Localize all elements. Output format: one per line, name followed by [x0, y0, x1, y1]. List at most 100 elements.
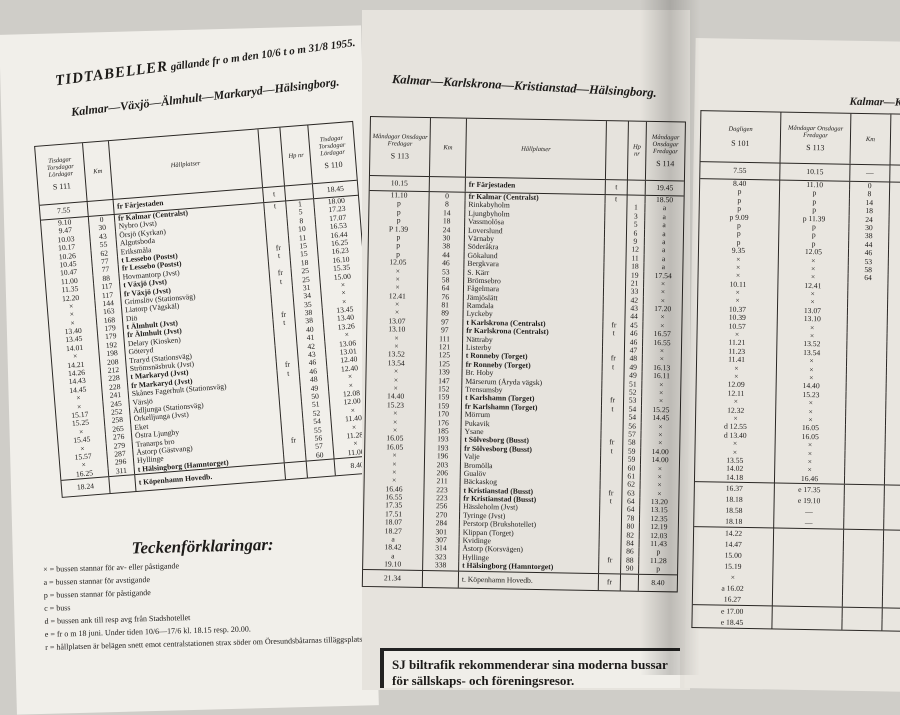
blank-cell — [884, 518, 900, 530]
time-cell: 7.55 — [700, 162, 781, 180]
direction-mark: t — [603, 329, 626, 339]
time-cell: 16.27 — [692, 593, 773, 606]
blank-cell — [883, 596, 900, 608]
hp-number — [620, 574, 640, 591]
left-page: TIDTABELLER gällande fr o m den 10/6 t o… — [0, 25, 381, 715]
direction-mark: t — [263, 186, 287, 203]
departure-days-header: Måndagar Onsdagar Fredagar S 113 — [369, 117, 431, 177]
hp-number: 78 — [621, 514, 641, 524]
days-label: Måndagar Onsdagar Fredagar — [788, 124, 844, 139]
km: 338 — [423, 561, 460, 571]
days-label: Måndagar Onsdagar Fredagar — [372, 132, 428, 148]
page-fold-shadow — [640, 0, 700, 675]
stop-name: fr Färjestaden — [465, 177, 606, 195]
direction-mark: fr — [602, 354, 625, 364]
stop-name: t. Köpenhamn Hovedb. — [458, 571, 600, 590]
blank-cell — [844, 517, 885, 530]
timetable-row: e 18.45 — [692, 616, 900, 631]
direction-mark — [604, 253, 627, 263]
blank-cell — [843, 529, 885, 542]
departure-days-header: Tisdagar Torsdagar Lördagar S 111 — [35, 143, 88, 205]
blank-cell — [843, 551, 884, 564]
hp-number: 86 — [621, 547, 640, 557]
direction-mark: fr — [601, 438, 624, 448]
direction-mark — [603, 337, 626, 347]
direction-mark — [604, 228, 628, 238]
hp-number: 62 — [622, 480, 641, 490]
bus-number: S 113 — [806, 142, 825, 152]
time-cell: 10.15 — [780, 163, 851, 181]
blank-cell — [844, 506, 885, 519]
km-header: Km — [429, 118, 467, 177]
middle-route-title: Kalmar—Karlskrona—Kristianstad—Hälsingbo… — [391, 72, 658, 100]
days-header: Måndagar Onsdagar Fredagar S 113 — [780, 112, 852, 164]
right-page: Kalmar—Ka Dagligen S 101 Måndagar Onsdagar… — [684, 38, 900, 692]
direction-mark — [604, 237, 627, 246]
blank-cell — [890, 165, 900, 182]
direction-mark: fr — [598, 573, 622, 591]
stops-header — [891, 114, 900, 165]
bus-number: S 111 — [52, 181, 72, 192]
time-cell: 18.18 — [694, 515, 775, 528]
blank-cell — [885, 476, 900, 485]
blank-cell — [842, 595, 883, 608]
departure-time: 10.15 — [369, 176, 430, 192]
blank-cell — [844, 484, 885, 497]
bus-number: S 101 — [731, 138, 750, 148]
time-cell: e 18.45 — [692, 616, 773, 629]
hp-number: 58 — [623, 438, 642, 448]
direction-mark — [600, 455, 624, 464]
hp-number — [306, 459, 336, 478]
hp-number: 56 — [623, 422, 642, 431]
direction-mark — [602, 346, 626, 355]
right-timetable: Dagligen S 101 Måndagar Onsdagar Fredagar S… — [691, 110, 900, 633]
days-label: Tisdagar Torsdagar Lördagar — [318, 134, 346, 158]
hp-number: 64 — [622, 497, 641, 507]
time-cell — [772, 594, 843, 607]
days-label: Dagligen — [728, 125, 753, 134]
hp-number: 90 — [621, 564, 640, 574]
days-label: Tisdagar Torsdagar Lördagar — [46, 156, 75, 179]
hp-number: 57 — [623, 430, 642, 440]
timetable-title-main: TIDTABELLER — [54, 58, 169, 90]
km-header: Km — [850, 113, 892, 165]
direction-mark — [604, 245, 627, 255]
hp-number: 61 — [622, 472, 641, 482]
direction-mark: t — [605, 180, 628, 195]
km — [429, 177, 466, 192]
direction-header — [605, 121, 629, 180]
km-cell — [844, 475, 886, 485]
blank-cell — [843, 573, 884, 586]
km — [109, 475, 137, 494]
direction-mark — [284, 461, 308, 480]
sj-advertisement: SJ biltrafik rekommenderar sina moderna … — [380, 648, 680, 688]
hp-number: 60 — [622, 463, 641, 473]
return-days-header: Tisdagar Torsdagar Lördagar S 110 — [308, 122, 356, 183]
blank-cell — [842, 618, 883, 631]
km — [87, 199, 115, 216]
direction-mark: t — [601, 446, 624, 456]
right-route-title: Kalmar—Ka — [849, 95, 900, 109]
legend-title: Teckenförklaringar: — [131, 534, 274, 558]
departure-time: 18.24 — [61, 477, 111, 497]
hp-number — [285, 184, 315, 201]
blank-cell — [882, 619, 900, 631]
direction-mark — [601, 430, 624, 439]
time-cell: — — [850, 164, 891, 182]
hp-number: 63 — [622, 489, 641, 498]
blank-cell — [844, 495, 885, 508]
stops-header: Hållplatser — [465, 118, 607, 180]
hp-number: 59 — [622, 455, 642, 465]
time-cell: — — [774, 516, 845, 529]
timetable-title-validity: gällande fr o m den 10/6 t o m 31/8 1955… — [169, 36, 357, 74]
daily-header: Dagligen S 101 — [700, 111, 782, 163]
stops-header: Hållplatser — [108, 129, 264, 199]
blank-cell — [843, 562, 884, 575]
hp-number: 80 — [621, 522, 640, 532]
time-cell: 14.18 — [694, 472, 776, 483]
hp-number: 88 — [621, 556, 640, 565]
legend: Teckenförklaringar: × = bussen stannar f… — [43, 534, 366, 654]
direction-mark: fr — [599, 555, 622, 565]
hp-number: 64 — [622, 505, 641, 515]
hp-number: 82 — [621, 531, 640, 540]
